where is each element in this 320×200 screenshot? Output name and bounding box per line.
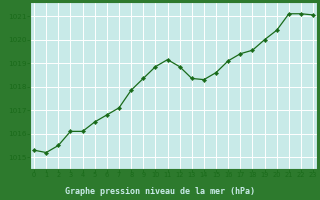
- Text: Graphe pression niveau de la mer (hPa): Graphe pression niveau de la mer (hPa): [65, 186, 255, 196]
